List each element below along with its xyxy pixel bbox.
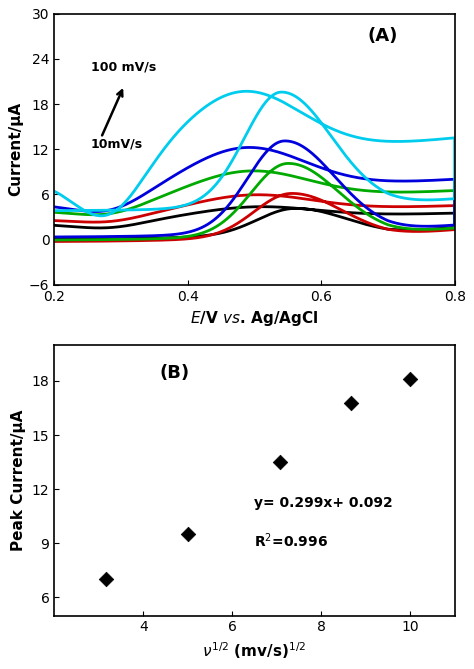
Text: (B): (B) bbox=[159, 364, 190, 382]
Y-axis label: Current/μA: Current/μA bbox=[9, 102, 23, 196]
Text: y= 0.299x+ 0.092: y= 0.299x+ 0.092 bbox=[255, 496, 393, 510]
Text: (A): (A) bbox=[367, 27, 398, 45]
Text: R$^2$=0.996: R$^2$=0.996 bbox=[255, 532, 328, 550]
Point bbox=[102, 573, 109, 584]
Text: 10mV/s: 10mV/s bbox=[91, 138, 143, 151]
X-axis label: $\nu^{1/2}$ (mv/s)$^{1/2}$: $\nu^{1/2}$ (mv/s)$^{1/2}$ bbox=[202, 640, 307, 661]
Point bbox=[347, 397, 355, 408]
Point bbox=[276, 457, 283, 468]
Y-axis label: Peak Current/μA: Peak Current/μA bbox=[11, 409, 26, 551]
Point bbox=[184, 529, 191, 540]
X-axis label: $E$/V $\it{vs}$. Ag/AgCl: $E$/V $\it{vs}$. Ag/AgCl bbox=[190, 309, 319, 328]
Text: 100 mV/s: 100 mV/s bbox=[91, 60, 156, 73]
Point bbox=[406, 374, 414, 385]
